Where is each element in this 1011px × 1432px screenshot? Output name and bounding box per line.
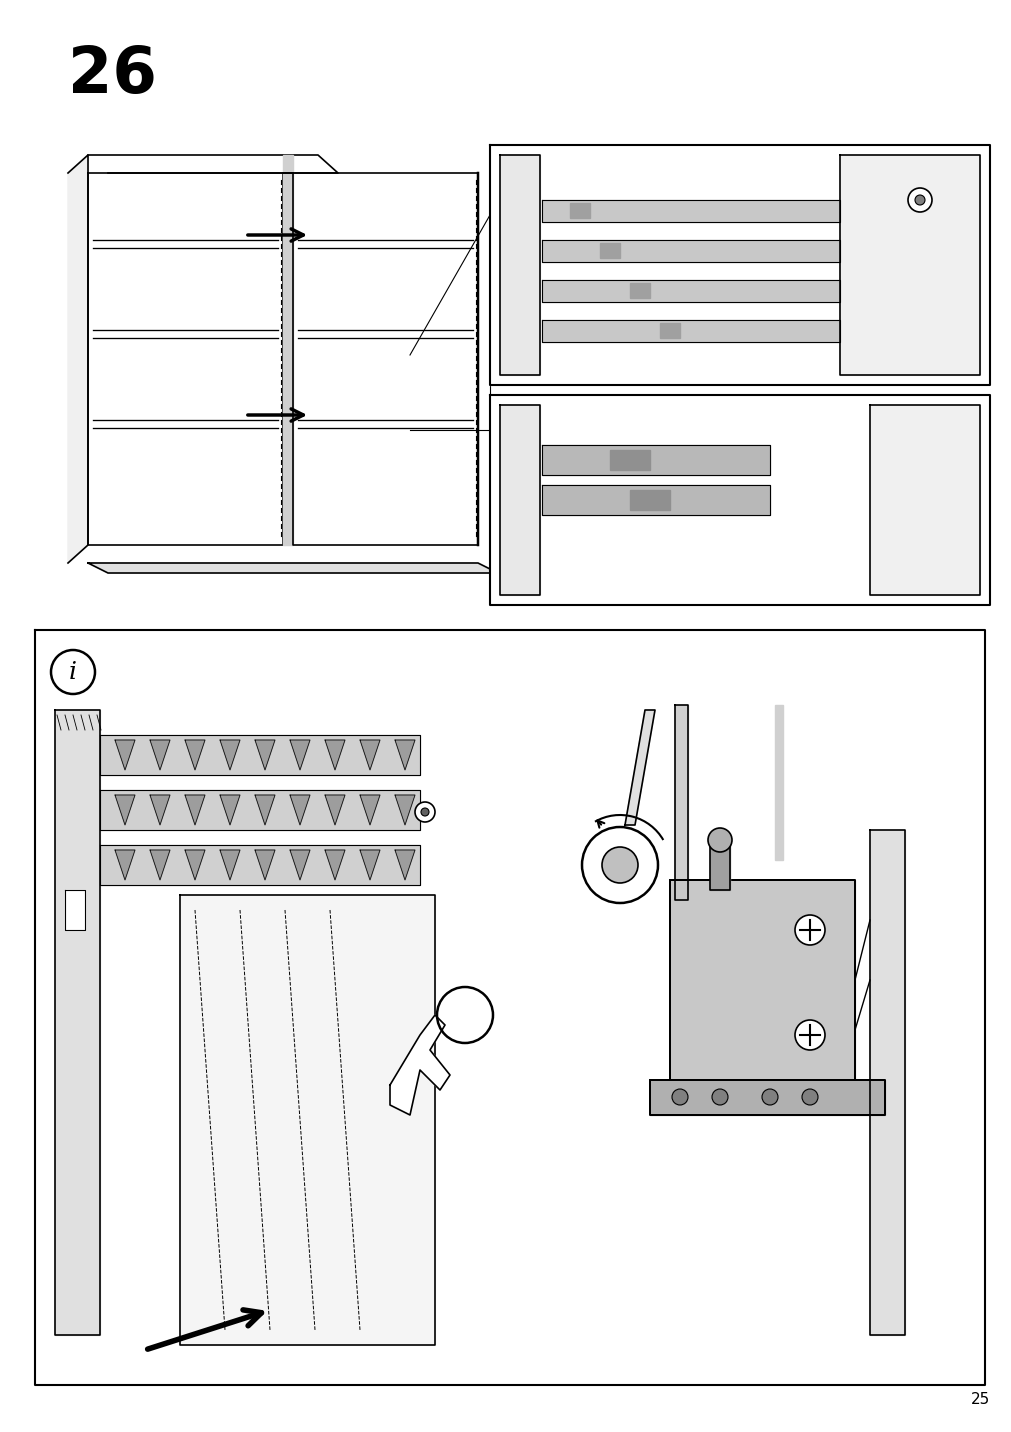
Polygon shape: [35, 630, 984, 1385]
Polygon shape: [255, 851, 275, 881]
Circle shape: [581, 828, 657, 904]
Circle shape: [437, 987, 492, 1042]
Polygon shape: [219, 851, 240, 881]
Polygon shape: [68, 155, 88, 563]
Polygon shape: [150, 851, 170, 881]
Polygon shape: [489, 145, 989, 385]
Text: i: i: [69, 660, 77, 683]
Polygon shape: [610, 450, 649, 470]
Polygon shape: [774, 705, 783, 861]
Polygon shape: [325, 851, 345, 881]
Polygon shape: [394, 740, 415, 770]
Polygon shape: [115, 851, 134, 881]
Polygon shape: [290, 851, 309, 881]
Circle shape: [415, 802, 435, 822]
Polygon shape: [115, 795, 134, 825]
Polygon shape: [630, 284, 649, 298]
Polygon shape: [290, 740, 309, 770]
Circle shape: [761, 1088, 777, 1106]
Polygon shape: [710, 841, 729, 891]
Polygon shape: [88, 155, 338, 173]
Polygon shape: [325, 795, 345, 825]
Polygon shape: [649, 1080, 885, 1116]
Polygon shape: [325, 740, 345, 770]
Polygon shape: [569, 203, 589, 218]
Polygon shape: [625, 710, 654, 825]
Circle shape: [712, 1088, 727, 1106]
Polygon shape: [65, 891, 85, 929]
Circle shape: [708, 828, 731, 852]
Polygon shape: [499, 155, 540, 375]
Polygon shape: [489, 395, 989, 604]
Polygon shape: [219, 740, 240, 770]
Polygon shape: [255, 740, 275, 770]
Polygon shape: [55, 710, 100, 1335]
Polygon shape: [255, 795, 275, 825]
Polygon shape: [100, 735, 420, 775]
Circle shape: [602, 846, 637, 884]
Polygon shape: [669, 881, 854, 1080]
Circle shape: [671, 1088, 687, 1106]
Text: Click!: Click!: [774, 475, 822, 491]
Polygon shape: [360, 740, 379, 770]
Text: 26: 26: [68, 44, 157, 106]
Polygon shape: [185, 740, 205, 770]
Polygon shape: [360, 851, 379, 881]
Polygon shape: [88, 173, 283, 546]
Polygon shape: [283, 155, 293, 546]
Polygon shape: [185, 795, 205, 825]
Circle shape: [914, 195, 924, 205]
Polygon shape: [100, 790, 420, 831]
Circle shape: [801, 1088, 817, 1106]
Circle shape: [907, 188, 931, 212]
Polygon shape: [674, 705, 687, 899]
Text: 25: 25: [970, 1392, 989, 1408]
Circle shape: [795, 1020, 824, 1050]
Polygon shape: [499, 405, 540, 596]
Polygon shape: [185, 851, 205, 881]
Polygon shape: [293, 173, 477, 546]
Polygon shape: [630, 490, 669, 510]
Polygon shape: [542, 281, 839, 302]
Polygon shape: [180, 895, 435, 1345]
Polygon shape: [219, 795, 240, 825]
Polygon shape: [542, 445, 769, 475]
Polygon shape: [100, 845, 420, 885]
Polygon shape: [542, 241, 839, 262]
Polygon shape: [88, 563, 497, 573]
Polygon shape: [394, 851, 415, 881]
Text: STOP: STOP: [448, 1010, 481, 1020]
Polygon shape: [869, 405, 979, 596]
Polygon shape: [115, 740, 134, 770]
Circle shape: [421, 808, 429, 816]
Polygon shape: [542, 319, 839, 342]
Polygon shape: [389, 1015, 450, 1116]
Polygon shape: [542, 200, 839, 222]
Polygon shape: [290, 795, 309, 825]
Polygon shape: [542, 485, 769, 516]
Polygon shape: [600, 243, 620, 258]
Circle shape: [795, 915, 824, 945]
Polygon shape: [360, 795, 379, 825]
Polygon shape: [150, 795, 170, 825]
Polygon shape: [839, 155, 979, 375]
Polygon shape: [659, 324, 679, 338]
Polygon shape: [394, 795, 415, 825]
Polygon shape: [150, 740, 170, 770]
Polygon shape: [869, 831, 904, 1335]
